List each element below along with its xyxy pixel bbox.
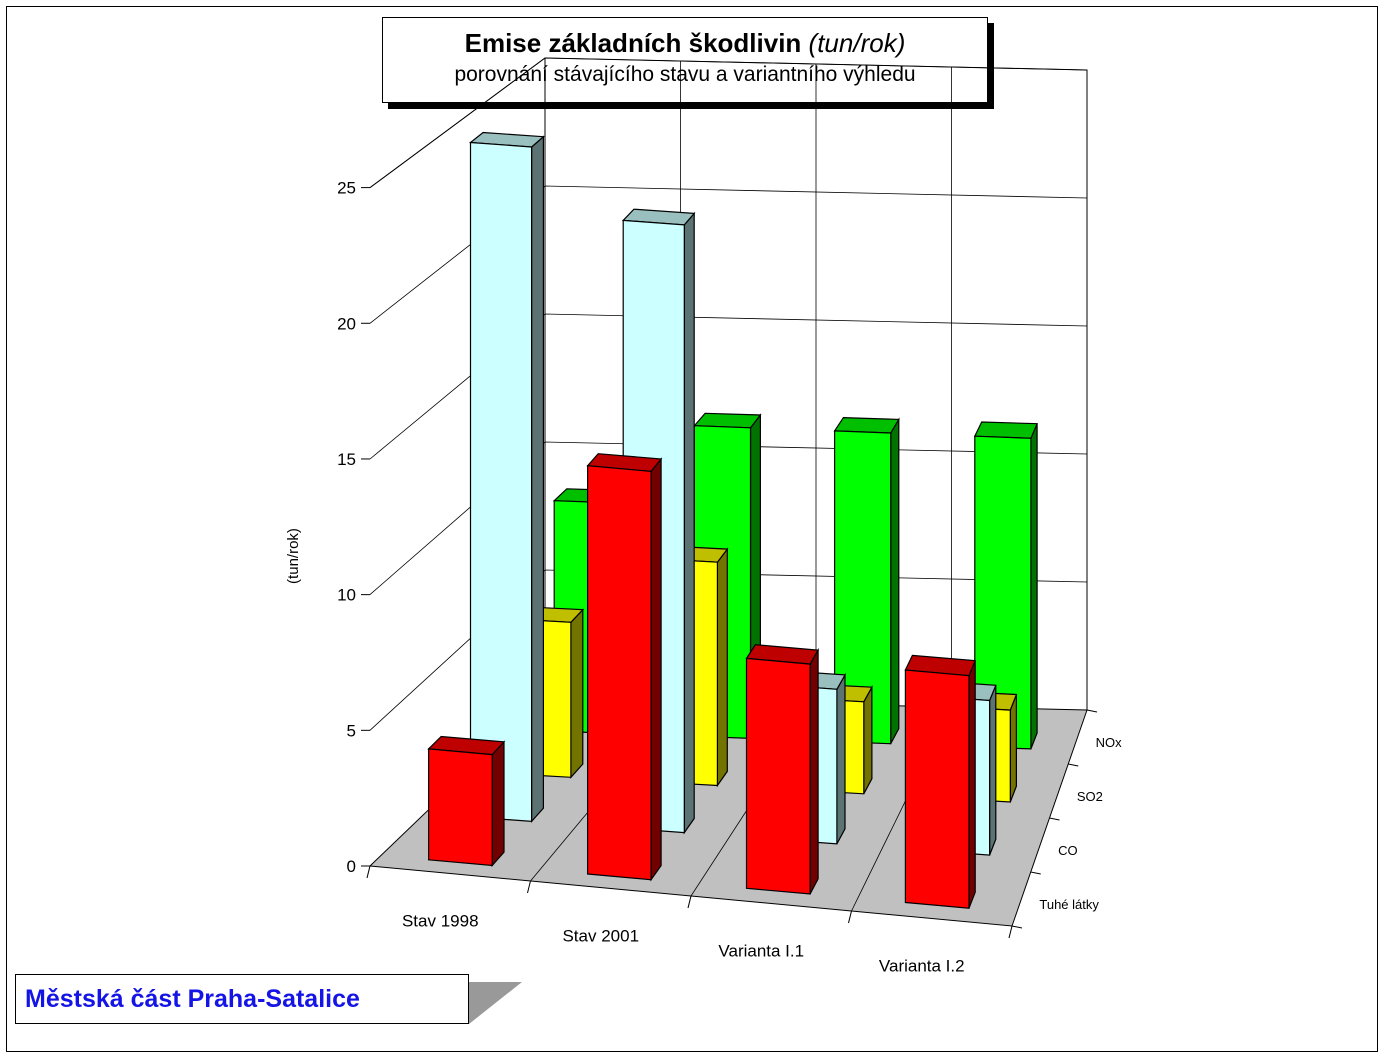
y-tick-label: 10 xyxy=(337,586,356,605)
z-tick-1 xyxy=(1030,871,1041,875)
bar-front xyxy=(428,748,493,867)
chart-title-unit: (tun/rok) xyxy=(808,28,906,58)
z-tick-4 xyxy=(1086,709,1098,713)
x-tick-0 xyxy=(366,865,371,879)
bar-nox-2 xyxy=(833,416,900,745)
chart-title: Emise základních škodlivin (tun/rok) xyxy=(383,28,987,59)
gridline-4 xyxy=(369,185,1088,324)
x-tick-1 xyxy=(527,880,531,894)
bar-tuhé-látky-2 xyxy=(745,644,820,895)
y-tick-label: 15 xyxy=(337,450,356,469)
x-tick-3 xyxy=(848,910,852,924)
chart-subtitle: porovnání stávajícího stavu a variantníh… xyxy=(454,63,916,86)
bar-tuhé-látky-0 xyxy=(427,735,506,868)
bar-tuhé-látky-3 xyxy=(904,654,977,909)
category-label: Varianta I.2 xyxy=(879,957,965,976)
chart-bars xyxy=(427,131,1038,909)
series-label: CO xyxy=(1058,843,1078,858)
chart-frame xyxy=(6,6,1378,1052)
gridline-3 xyxy=(369,313,1088,460)
y-tick-label: 0 xyxy=(347,857,356,876)
category-label: Stav 1998 xyxy=(402,912,479,931)
bar-nox-3 xyxy=(973,421,1038,750)
chart-title-box: Emise základních škodlivin (tun/rok) por… xyxy=(382,17,988,103)
district-badge: Městská část Praha-Satalice xyxy=(15,974,469,1024)
bar-front xyxy=(904,669,970,909)
category-label: Stav 2001 xyxy=(562,927,639,946)
category-label: Varianta I.1 xyxy=(718,942,804,961)
series-label: Tuhé látky xyxy=(1039,897,1099,912)
x-tick-4 xyxy=(1008,925,1013,939)
bar-front xyxy=(745,657,811,895)
chart-title-text: Emise základních škodlivin xyxy=(464,28,802,58)
chart-axes: 0 5 10 15 20 25 (tun/rok) xyxy=(285,179,1098,939)
chart-gridlines xyxy=(369,57,1088,731)
bar-front xyxy=(469,141,533,823)
bar-front xyxy=(586,465,652,881)
bar-co-0 xyxy=(468,131,545,823)
gridline-2 xyxy=(369,441,1088,595)
z-tick-2 xyxy=(1049,817,1060,821)
y-tick-label: 20 xyxy=(337,314,356,333)
z-tick-3 xyxy=(1068,763,1079,767)
series-label: SO2 xyxy=(1077,789,1103,804)
gridline-5 xyxy=(369,57,1088,188)
series-label: NOx xyxy=(1096,735,1123,750)
x-tick-2 xyxy=(687,895,692,909)
chart-labels: Stav 1998 Stav 2001 Varianta I.1 Varianta I… xyxy=(402,735,1122,976)
y-tick-label: 25 xyxy=(337,179,356,198)
y-tick-label: 5 xyxy=(347,721,356,740)
gridline-1 xyxy=(369,569,1088,731)
z-tick-0 xyxy=(1011,925,1023,929)
y-axis-title: (tun/rok) xyxy=(285,528,302,584)
bar-tuhé-látky-1 xyxy=(586,453,663,882)
